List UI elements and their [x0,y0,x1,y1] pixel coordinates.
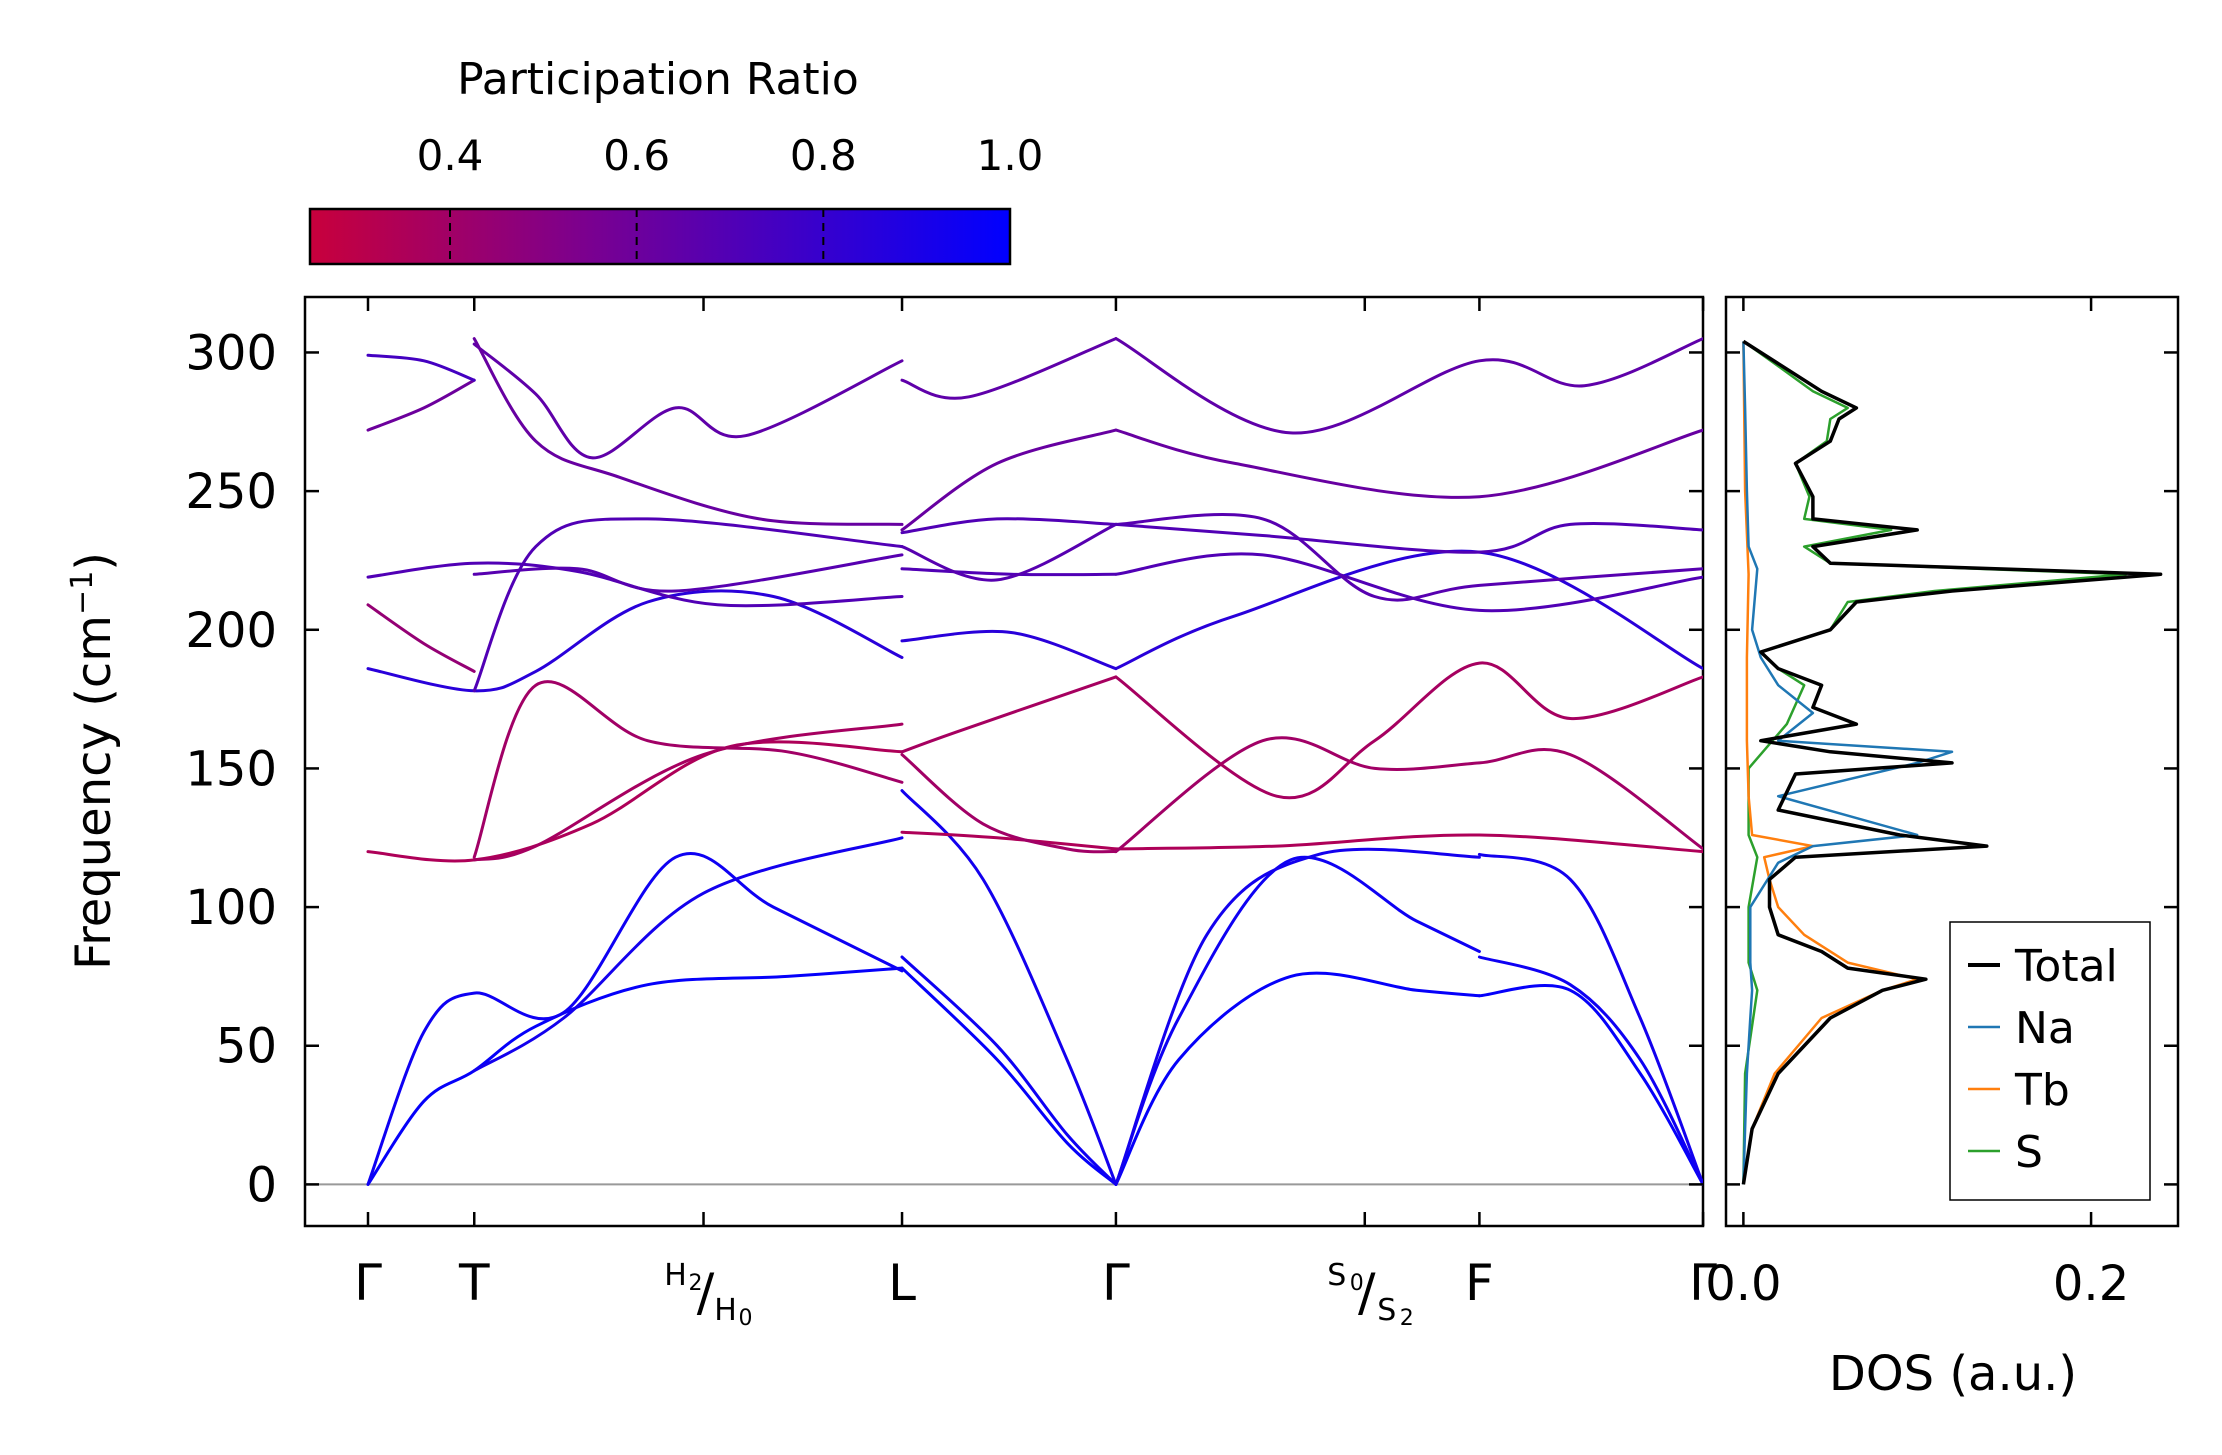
y-tick-label: 100 [185,880,277,936]
y-tick-label: 50 [216,1019,277,1075]
dos-x-axis-label: DOS (a.u.) [1829,1346,2077,1402]
phonon-band-acoustic-2c [1114,856,1481,1186]
phonon-band-opt-305 [472,342,904,460]
phonon-band-opt-120b [900,830,1118,851]
y-tick-label: 0 [246,1157,277,1213]
phonon-band-opt-120c [1114,833,1703,854]
legend: Total Na Tb S [1949,921,2151,1201]
colorbar-title: Participation Ratio [457,54,859,105]
phonon-band-opt-186 [366,589,904,693]
phonon-band-acoustic-3 [472,836,904,1073]
phonon-band-opt-301 [472,337,904,526]
phonon-band-opt-120 [366,740,904,863]
k-label-top-sub: 0 [1350,1271,1364,1296]
k-label-top: H [664,1258,687,1293]
phonon-band-opt-165c [1114,661,1703,800]
colorbar-tick-label: 0.6 [603,131,670,180]
y-tick-label: 200 [185,603,277,659]
k-label-slash: / [697,1263,715,1323]
colorbar-tick-label: 0.4 [417,131,484,180]
y-tick-label: 250 [185,464,277,520]
legend-label-s: S [2015,1127,2043,1178]
y-axis-label: Frequency (cm−1) [65,552,122,970]
dos-panel: 0.0 0.2 DOS (a.u.) Total Na Tb S [1705,295,2180,1402]
dos-x-tick-label: 0.2 [2053,1256,2129,1312]
phonon-band-opt-186c [1114,549,1703,671]
phonon-band-opt-299 [366,353,476,382]
k-label-top: S [1327,1258,1346,1293]
k-label-top-sub: 2 [689,1271,703,1296]
legend-label-na: Na [2015,1003,2075,1054]
y-tick-label: 150 [185,741,277,797]
phonon-band-opt-219b [900,567,1118,577]
phonon-band-acoustic-2d [1477,955,1703,1186]
colorbar-gradient [308,207,1012,266]
k-point-label: L [888,1254,916,1312]
k-point-label: T [458,1254,490,1312]
k-label-bottom: H [714,1293,737,1328]
k-point-label: F [1465,1254,1494,1312]
phonon-band-acoustic-3d [1477,852,1703,1186]
phonon-band-opt-301c [1114,428,1703,499]
phonon-band-opt-305b [900,337,1118,400]
phonon-band-opt-240c [1114,521,1703,554]
band-plot-frame [303,295,1705,1228]
k-point-label-composite: H 2/H 0 [664,1258,752,1331]
k-label-bottom-sub: 2 [1400,1306,1414,1331]
dos-x-tick-label: 0.0 [1705,1256,1781,1312]
phonon-band-opt-305c [1114,337,1703,435]
phonon-band-acoustic-1d [1477,984,1703,1186]
phonon-band-opt-272 [366,378,476,432]
dos-line-na [1742,341,1954,1185]
phonon-band-acoustic-1c [1114,971,1481,1186]
colorbar-tick-label: 1.0 [977,131,1044,180]
phonon-band-acoustic-2 [366,851,904,1186]
k-point-label: Γ [1689,1254,1717,1312]
phonon-band-acoustic-3c [1114,847,1481,1186]
legend-label-total: Total [2014,941,2118,992]
legend-frame [1949,921,2151,1201]
phonon-band-opt-186b [900,629,1118,671]
phonon-band-opt-118c [1114,736,1703,854]
legend-label-tb: Tb [2014,1065,2070,1116]
phonon-band-opt-220 [472,553,904,593]
phonon-band-acoustic-3b [900,789,1118,1186]
dos-line-tb [1742,341,1919,1185]
y-tick-label: 300 [185,325,277,381]
dos-plot-frame [1724,295,2180,1228]
k-label-bottom: S [1377,1293,1396,1328]
phonon-band-opt-220b [900,522,1118,582]
k-point-label: Γ [354,1254,382,1312]
phonon-band-opt-165 [472,722,904,862]
phonon-band-opt-301b [900,428,1118,532]
colorbar-tick-label: 0.8 [790,131,857,180]
phonon-band-opt-118b [900,753,1118,854]
phonon-band-acoustic-1b [900,966,1118,1186]
k-label-bottom-sub: 0 [739,1306,753,1331]
k-point-label: Γ [1102,1254,1130,1312]
phonon-band-opt-240 [472,517,904,693]
dos-line-total [1741,339,2163,1185]
colorbar: Participation Ratio 0.4 0.6 0.8 1.0 [308,54,1044,266]
k-label-slash: / [1358,1263,1376,1323]
phonon-band-opt-220c [1114,513,1703,602]
phonon-band-opt-219 [366,561,904,608]
phonon-band-opt-208 [366,603,476,673]
phonon-band-acoustic-2b [900,955,1118,1186]
phonon-band-opt-219c [1114,552,1703,613]
phonon-band-opt-118 [472,680,904,859]
phonon-band-opt-165b [900,675,1118,754]
k-point-label-composite: S 0/S 2 [1327,1258,1414,1331]
phonon-band-opt-240b [900,517,1118,535]
